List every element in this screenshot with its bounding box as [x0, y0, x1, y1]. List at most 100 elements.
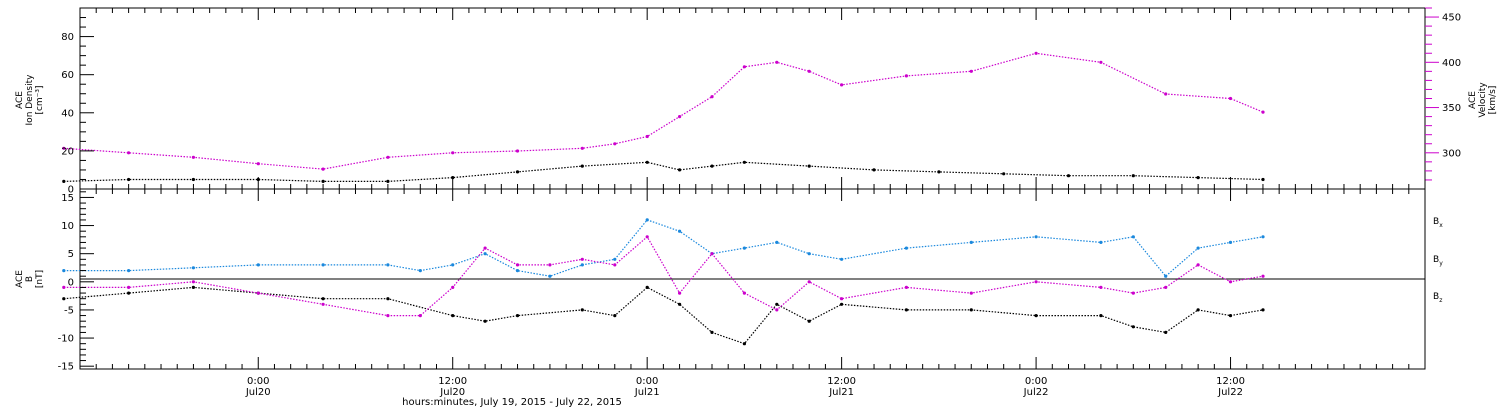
x-tick-date-3: Jul21: [828, 387, 854, 398]
bx-point-2: [191, 285, 195, 289]
velocity-point-7: [515, 149, 520, 153]
x-tick-date-2: Jul21: [634, 387, 660, 398]
bx-point-18: [904, 308, 909, 312]
velocity-point-6: [451, 151, 455, 155]
bfield-tick-label-10: 10: [61, 221, 74, 232]
density-tick-label-80: 80: [61, 32, 74, 43]
bz-point-6: [418, 314, 422, 318]
x-tick-date-4: Jul22: [1023, 387, 1049, 398]
by-point-3: [256, 263, 260, 267]
bz-point-5: [386, 314, 390, 318]
bz-point-3: [256, 291, 260, 295]
by-point-5: [386, 263, 390, 267]
density-point-10: [678, 168, 682, 172]
velocity-label-line1: ACE: [1468, 91, 1478, 109]
by-point-13: [645, 218, 649, 222]
bz-point-0: [62, 285, 66, 289]
bx-point-9: [580, 308, 584, 312]
bfield-label-line3: [nT]: [35, 270, 45, 288]
velocity-point-18: [969, 69, 973, 73]
density-point-19: [1196, 176, 1200, 180]
velocity-point-12: [710, 95, 714, 99]
legend-bz: Bz: [1433, 292, 1442, 304]
by-point-16: [742, 246, 747, 250]
velocity-point-23: [1261, 110, 1265, 114]
density-label-line1: ACE: [15, 91, 25, 109]
bx-point-12: [678, 302, 682, 306]
velocity-point-10: [645, 134, 649, 139]
x-tick-time-3: 12:00: [827, 376, 856, 387]
bz-series-line: [63, 235, 1264, 317]
bx-point-24: [1196, 308, 1200, 312]
bz-point-17: [775, 308, 779, 312]
density-point-12: [742, 160, 747, 164]
velocity-tick-label-450: 450: [1442, 13, 1461, 24]
velocity-point-5: [386, 155, 390, 159]
velocity-tick-label-300: 300: [1442, 148, 1461, 159]
velocity-label-line2: Velocity: [1478, 82, 1488, 118]
by-point-23: [1099, 240, 1103, 244]
by-point-24: [1131, 235, 1135, 239]
by-point-19: [840, 257, 844, 261]
by-point-21: [969, 240, 973, 244]
bx-point-17: [840, 302, 844, 306]
density-point-16: [1002, 172, 1006, 176]
bfield-tick-label-0: 0: [68, 277, 74, 288]
bfield-legend: Bx By Bz: [1433, 217, 1443, 304]
bz-point-15: [710, 252, 714, 256]
velocity-point-4: [321, 167, 325, 171]
bx-point-4: [321, 297, 325, 301]
bz-point-27: [1228, 280, 1233, 284]
bx-point-15: [775, 302, 779, 306]
density-point-0: [62, 179, 66, 183]
velocity-point-3: [256, 162, 260, 166]
density-point-15: [937, 170, 941, 174]
density-label-line3: [cm⁻³]: [35, 85, 45, 114]
density-point-18: [1131, 174, 1135, 178]
bz-point-7: [451, 285, 455, 289]
density-tick-label-60: 60: [61, 70, 74, 81]
bfield-tick-label--5: -5: [64, 305, 74, 316]
density-label-line2: Ion Density: [25, 74, 35, 126]
bx-point-22: [1131, 325, 1135, 329]
bz-point-19: [840, 297, 844, 301]
bz-point-23: [1099, 285, 1103, 289]
velocity-tick-label-400: 400: [1442, 58, 1461, 69]
density-point-5: [386, 179, 390, 183]
velocity-point-13: [742, 65, 747, 69]
bfield-tick-label--15: -15: [58, 362, 74, 373]
bx-point-7: [483, 319, 487, 323]
bx-point-8: [515, 314, 520, 318]
velocity-point-9: [613, 142, 617, 146]
by-point-17: [775, 240, 779, 244]
density-tick-label-40: 40: [61, 108, 74, 119]
bx-point-6: [451, 314, 455, 318]
by-point-27: [1228, 240, 1233, 244]
x-tick-time-5: 12:00: [1216, 376, 1245, 387]
density-tick-label-0: 0: [68, 185, 74, 196]
bz-point-12: [613, 263, 617, 267]
bx-point-13: [710, 330, 714, 334]
bz-point-9: [515, 263, 520, 267]
by-point-1: [127, 269, 131, 273]
density-tick-label-20: 20: [61, 146, 74, 157]
bx-point-0: [62, 297, 66, 301]
by-point-18: [807, 252, 811, 256]
velocity-tick-label-350: 350: [1442, 103, 1461, 114]
velocity-point-17: [904, 74, 909, 78]
density-point-13: [807, 164, 811, 168]
velocity-point-22: [1228, 96, 1233, 101]
bz-point-13: [645, 235, 649, 239]
bz-point-8: [483, 246, 487, 250]
bfield-label-line1: ACE: [15, 270, 25, 288]
x-axis-title: hours:minutes, July 19, 2015 - July 22, …: [402, 397, 622, 408]
by-point-12: [613, 257, 617, 261]
bfield-label-line2: B: [25, 276, 35, 282]
velocity-point-14: [775, 60, 779, 64]
bz-point-1: [127, 285, 131, 289]
by-point-7: [451, 263, 455, 267]
x-tick-date-0: Jul20: [245, 387, 271, 398]
velocity-point-19: [1034, 51, 1038, 55]
density-point-8: [580, 164, 584, 168]
